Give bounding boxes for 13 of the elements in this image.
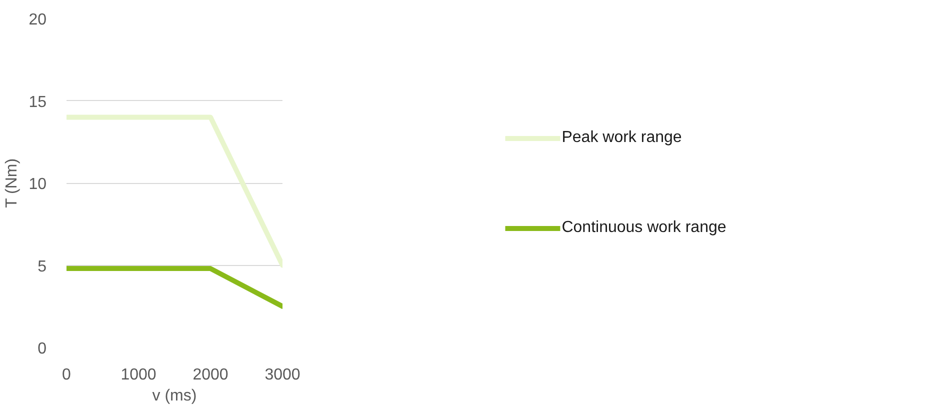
legend-label: Continuous work range [562, 218, 726, 236]
y-tick-label: 15 [28, 94, 47, 111]
y-tick-label: 20 [28, 12, 47, 28]
y-tick-label: 0 [38, 340, 47, 358]
y-tick-label: 10 [28, 176, 47, 193]
x-tick-label: 2000 [192, 366, 228, 384]
y-axis-title: T (Nm) [4, 158, 21, 208]
x-tick-label: 3000 [264, 366, 300, 384]
legend-label: Peak work range [562, 128, 682, 146]
y-tick-label: 5 [38, 258, 47, 276]
x-axis-title: v (ms) [152, 388, 197, 404]
x-tick-label: 1000 [120, 366, 156, 384]
x-tick-label: 0 [62, 366, 72, 384]
